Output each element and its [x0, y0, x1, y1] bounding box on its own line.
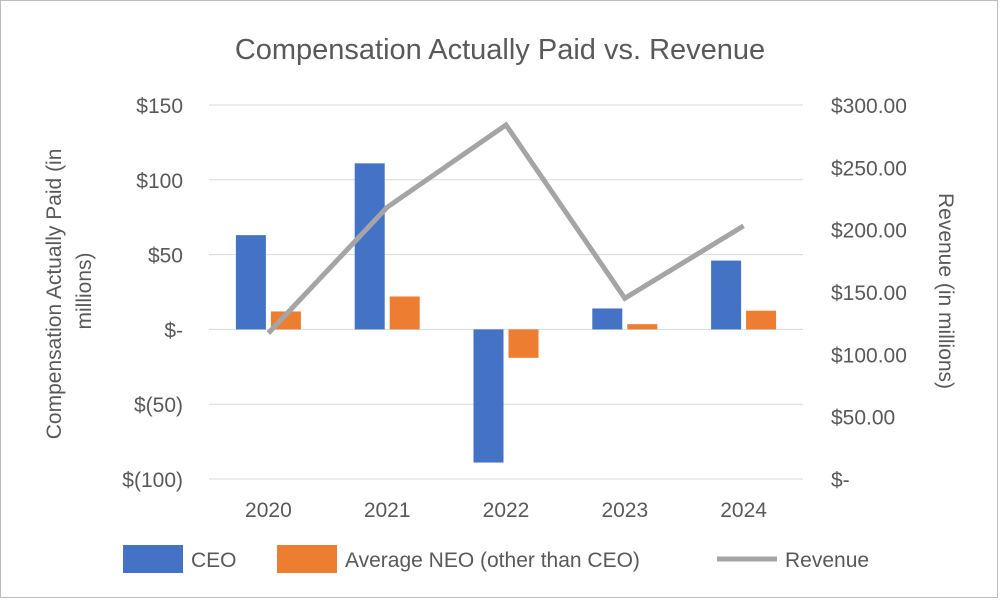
chart-title: Compensation Actually Paid vs. Revenue — [235, 34, 765, 66]
left-tick-label: $(50) — [134, 394, 183, 417]
revenue-line-layer — [266, 121, 745, 335]
neo-bar — [508, 329, 539, 358]
right-axis-ticks: $300.00 $250.00 $200.00 $150.00 $100.00 $50.0… — [831, 95, 907, 492]
left-tick-label: $150 — [136, 95, 183, 118]
left-axis-title: Compensation Actually Paid (in millions) — [43, 143, 96, 440]
left-tick-label: $50 — [148, 245, 183, 268]
left-tick-label: $100 — [136, 170, 183, 193]
neo-bar — [627, 324, 658, 330]
x-tick-label: 2020 — [245, 499, 292, 522]
x-axis-ticks: 2020 2021 2022 2023 2024 — [245, 499, 767, 522]
x-tick-label: 2022 — [483, 499, 530, 522]
legend-neo-label: Average NEO (other than CEO) — [345, 549, 640, 572]
right-axis-title: Revenue (in millions) — [934, 193, 957, 389]
right-tick-label: $- — [831, 469, 850, 492]
neo-bar — [746, 310, 777, 330]
legend: CEO Average NEO (other than CEO) Revenue — [123, 545, 869, 573]
left-axis-title-line2: millions) — [73, 252, 96, 329]
x-tick-label: 2021 — [364, 499, 411, 522]
x-tick-label: 2024 — [720, 499, 767, 522]
legend-revenue-label: Revenue — [785, 549, 869, 572]
right-tick-label: $200.00 — [831, 220, 907, 243]
ceo-bar — [592, 308, 623, 330]
left-axis-title-line1: Compensation Actually Paid (in — [43, 149, 66, 440]
ceo-bar — [473, 329, 504, 463]
neo-bar — [389, 296, 420, 330]
legend-ceo-swatch — [123, 545, 183, 573]
left-tick-label: $(100) — [122, 469, 183, 492]
left-tick-label: $- — [164, 319, 183, 342]
right-tick-label: $300.00 — [831, 95, 907, 118]
right-tick-label: $250.00 — [831, 157, 907, 180]
right-tick-label: $50.00 — [831, 407, 895, 430]
ceo-bar — [354, 163, 385, 330]
ceo-bar — [711, 260, 742, 330]
bars — [235, 163, 777, 463]
left-axis-ticks: $150 $100 $50 $- $(50) $(100) — [122, 95, 183, 492]
revenue-line — [266, 121, 745, 335]
right-tick-label: $150.00 — [831, 282, 907, 305]
ceo-bar — [235, 235, 266, 330]
legend-neo-swatch — [277, 545, 337, 573]
right-tick-label: $100.00 — [831, 344, 907, 367]
grid-lines — [209, 104, 803, 480]
x-tick-label: 2023 — [601, 499, 648, 522]
legend-ceo-label: CEO — [191, 549, 237, 572]
